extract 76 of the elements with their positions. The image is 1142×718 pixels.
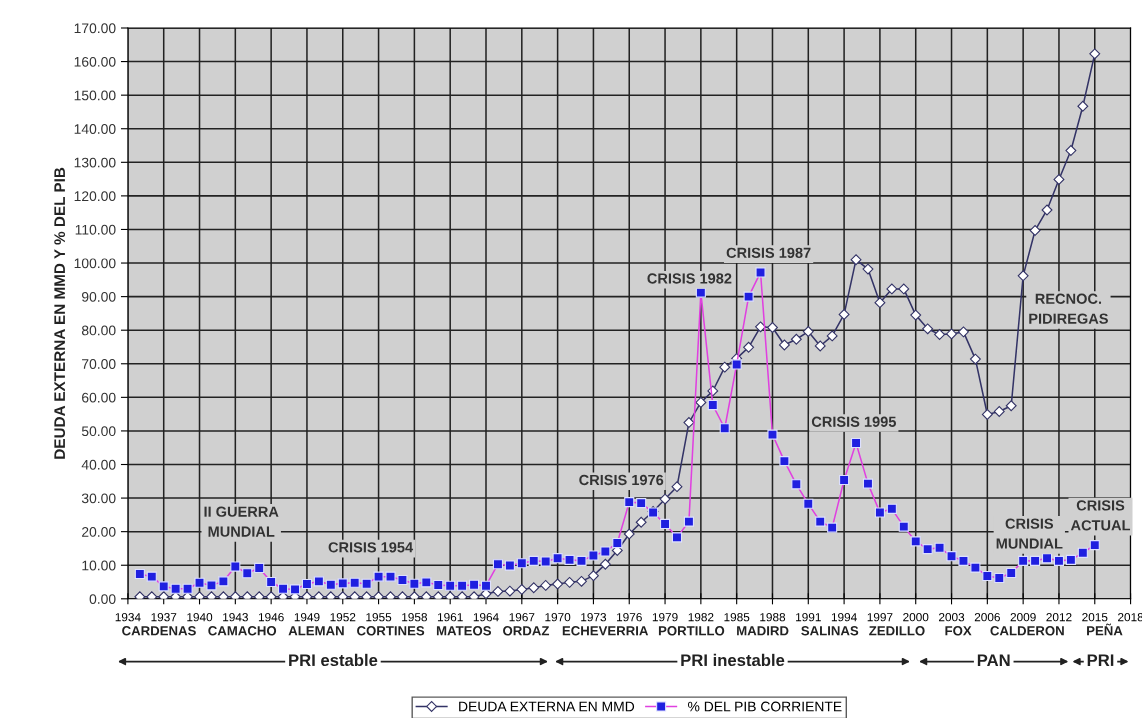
x-tick-label: 1967	[509, 613, 535, 622]
y-tick-label: 70.00	[82, 359, 116, 369]
text: CALDERON	[990, 626, 1064, 636]
annotation: CRISIS 1995	[811, 416, 896, 427]
x-tick-label: 1988	[760, 613, 786, 622]
text: PORTILLO	[658, 626, 725, 636]
x-tick-label: 1994	[831, 613, 857, 622]
annotation: CRISIS 1987	[726, 247, 811, 258]
text: ZEDILLO	[869, 626, 925, 636]
x-tick-label: 1943	[223, 613, 248, 622]
legend-label: DEUDA EXTERNA EN MMD	[459, 701, 635, 712]
x-tick-label: 1961	[437, 613, 463, 622]
text: PRI estable	[289, 653, 378, 667]
y-tick-label: 100.00	[74, 258, 116, 269]
y-tick-label: 80.00	[81, 325, 116, 336]
y-tick-label: 170.00	[74, 23, 116, 34]
y-tick-label: 40.00	[81, 459, 116, 470]
x-tick-label: 2009	[1010, 613, 1036, 622]
y-tick-label: 90.00	[82, 291, 116, 302]
annotation: CRISIS MUNDIAL	[996, 518, 1063, 549]
annotation: CRISIS ACTUAL	[1070, 500, 1131, 531]
x-tick-label: 1985	[724, 613, 750, 622]
x-tick-label: 1982	[688, 613, 714, 622]
text: PRI	[1087, 654, 1114, 666]
y-tick-label: 20.00	[82, 526, 116, 537]
x-tick-label: 2015	[1082, 613, 1108, 622]
x-tick-label: 2012	[1046, 613, 1072, 622]
y-tick-label: 120.00	[74, 191, 116, 202]
y-tick-label: 140.00	[74, 124, 116, 134]
x-tick-label: 1955	[366, 613, 392, 622]
text: PRI inestable	[681, 653, 785, 667]
text: CARDENAS	[122, 626, 196, 636]
x-tick-label: 2003	[938, 613, 965, 622]
y-tick-label: 50.00	[81, 426, 116, 437]
y-tick-label: 0.00	[89, 594, 116, 604]
text: MADIRD	[737, 626, 789, 636]
text: PEÑA	[1087, 623, 1123, 636]
x-tick-label: 1979	[652, 613, 678, 622]
y-tick-label: 150.00	[74, 90, 116, 101]
text: CAMACHO	[208, 626, 277, 636]
x-tick-label: 2006	[974, 613, 1000, 622]
text: ECHEVERRIA	[562, 626, 649, 636]
y-tick-label: 10.00	[82, 560, 116, 571]
x-tick-label: 1946	[258, 613, 284, 622]
text: SALINAS	[801, 626, 859, 636]
y-tick-label: 60.00	[82, 392, 116, 403]
x-tick-label: 1937	[151, 613, 177, 622]
x-tick-label: 1973	[581, 613, 607, 622]
text: ALEMAN	[288, 626, 344, 636]
x-tick-label: 1940	[187, 613, 213, 622]
x-tick-label: 1934	[115, 613, 141, 622]
text: ORDAZ	[503, 626, 550, 636]
legend-label: % DEL PIB CORRIENTE	[688, 701, 842, 712]
x-tick-label: 2000	[903, 613, 929, 622]
y-tick-label: 110.00	[75, 224, 116, 235]
text: MATEOS	[436, 626, 492, 636]
x-tick-label: 1964	[473, 613, 499, 622]
annotation: CRISIS 1954	[328, 542, 414, 553]
x-tick-label: 1970	[545, 613, 571, 622]
x-tick-label: 1949	[294, 613, 320, 622]
y-tick-label: 160.00	[74, 56, 116, 67]
x-tick-label: 1997	[867, 613, 893, 622]
x-tick-label: 1958	[402, 613, 427, 622]
y-tick-label: 30.00	[81, 493, 116, 504]
annotation: CRISIS 1982	[647, 273, 732, 284]
text: CORTINES	[357, 626, 425, 636]
y-axis-title: DEUDA EXTERNA EN MMD Y % DEL PIB	[54, 167, 66, 459]
annotation: II GUERRA MUNDIAL	[204, 506, 279, 537]
annotation: RECNOC. PIDIREGAS	[1029, 293, 1108, 324]
x-tick-label: 1952	[330, 613, 356, 622]
text: FOX	[945, 626, 972, 636]
text: PAN	[977, 654, 1010, 666]
x-tick-label: 1991	[796, 613, 821, 622]
x-tick-label: 1976	[617, 613, 642, 622]
y-tick-label: 130.00	[74, 157, 116, 168]
annotation: CRISIS 1976	[579, 474, 664, 486]
